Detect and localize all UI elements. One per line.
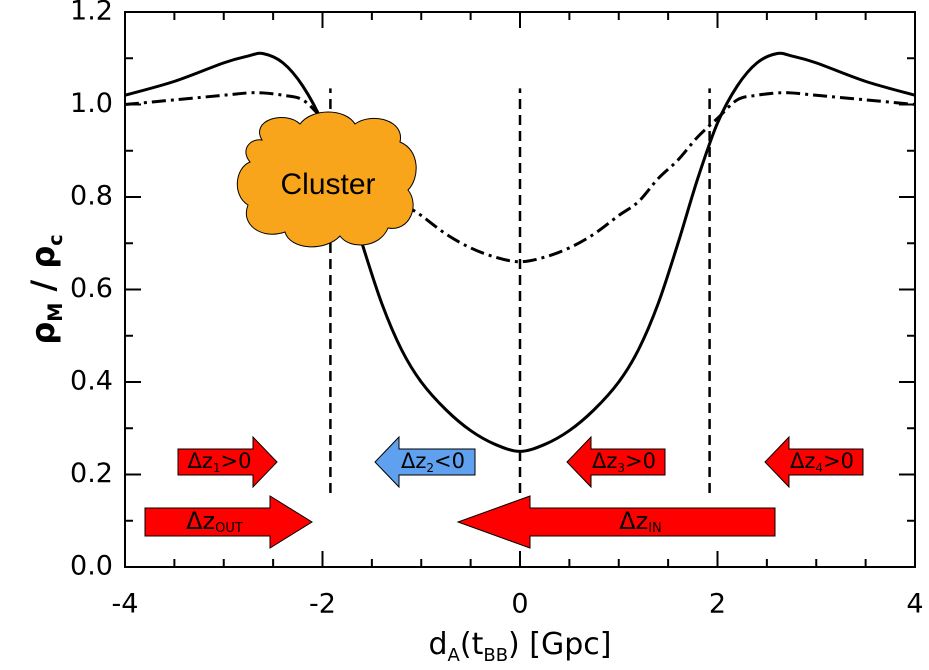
x-axis-label-part: A (448, 645, 461, 666)
arrow (456, 495, 776, 549)
line-solid (124, 51, 916, 453)
arrow-label-sub: 3 (617, 461, 625, 475)
arrow (764, 435, 864, 489)
x-axis-label-part: d (429, 627, 448, 662)
cluster-label: Cluster (280, 168, 375, 201)
arrow-label-after: >0 (625, 449, 656, 473)
y-tick-label: 0.0 (70, 551, 113, 582)
y-tick-label: 0.8 (70, 181, 113, 212)
arrow-label-text: Δz (790, 449, 815, 473)
arrow (177, 435, 278, 489)
arrow (566, 435, 666, 489)
y-tick-label: 1.2 (70, 0, 113, 27)
arrow-label-text: Δz (188, 449, 213, 473)
y-tick-label: 0.6 (70, 273, 113, 304)
arrow-label-sub: 4 (815, 461, 823, 475)
x-axis-label: dA(tBB) [Gpc] (429, 627, 612, 666)
x-tick-label: -4 (112, 589, 139, 620)
y-tick-label: 0.2 (70, 458, 113, 489)
x-axis-label-part: (t (460, 627, 484, 662)
y-tick-label: 0.4 (70, 366, 113, 397)
arrow-label: ΔzIN (619, 507, 662, 536)
arrow-label: ΔzOUT (186, 507, 243, 536)
arrow-label-sub: 1 (213, 461, 221, 475)
x-axis-label-part: ) [Gpc] (508, 627, 611, 662)
x-tick-label: 4 (906, 589, 923, 620)
arrow-label: Δz2<0 (401, 449, 465, 475)
y-axis-label-part: c (44, 234, 67, 245)
y-axis-label-part: M (44, 303, 67, 322)
y-axis-label-part: ρ (24, 322, 62, 345)
arrow-label-sub: IN (648, 521, 662, 536)
cluster-cloud (236, 111, 417, 248)
arrow-label: Δz3>0 (592, 449, 656, 475)
line-dashdot (124, 91, 916, 264)
x-axis-label-part: BB (483, 645, 508, 666)
x-tick-label: -2 (309, 589, 336, 620)
arrow-label-text: Δz (401, 449, 426, 473)
y-axis-label-part: / ρ (24, 246, 62, 303)
y-axis-label: ρM / ρc (24, 234, 67, 344)
arrow-label-text: Δz (186, 507, 215, 535)
arrow-label: Δz1>0 (188, 449, 252, 475)
arrow-label-text: Δz (592, 449, 617, 473)
arrow-label-text: Δz (619, 507, 648, 535)
y-tick-label: 1.0 (70, 88, 113, 119)
arrow-label-after: <0 (434, 449, 465, 473)
x-tick-label: 0 (511, 589, 528, 620)
arrow-label: Δz4>0 (790, 449, 854, 475)
arrow (374, 435, 476, 489)
x-tick-label: 2 (709, 589, 726, 620)
arrow (144, 495, 313, 549)
arrow-label-after: >0 (823, 449, 854, 473)
arrow-label-sub: 2 (426, 461, 434, 475)
arrow-label-after: >0 (221, 449, 252, 473)
arrow-label-sub: OUT (215, 521, 243, 536)
